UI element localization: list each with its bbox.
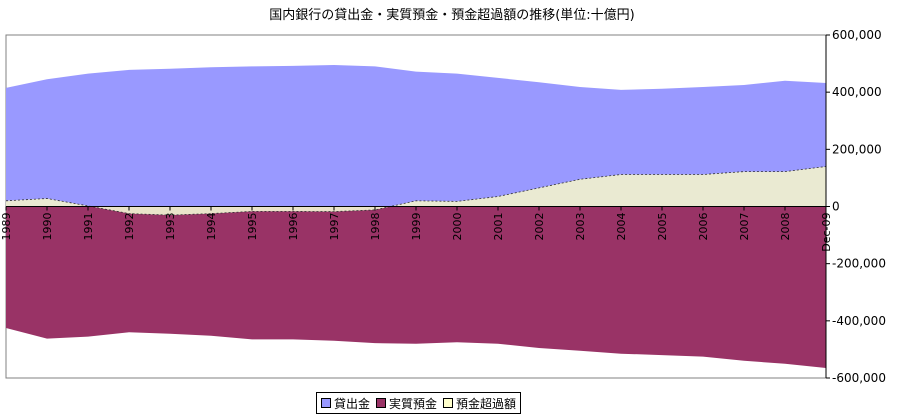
x-tick-label: 1999 [410, 213, 423, 241]
x-tick-label: 1993 [164, 213, 177, 241]
y-tick-label: -400,000 [832, 314, 886, 328]
x-tick-label: 2005 [656, 213, 669, 241]
x-tick-label: 2000 [451, 213, 464, 241]
area-excess [6, 166, 826, 216]
legend-swatch-loans [321, 398, 331, 408]
x-tick-label: 1991 [82, 213, 95, 241]
y-tick-label: 400,000 [832, 85, 882, 99]
x-tick-label: 2006 [697, 213, 710, 241]
x-tick-label: Dec-09 [820, 213, 833, 252]
x-tick-label: 1997 [328, 213, 341, 241]
y-tick-label: -600,000 [832, 371, 886, 385]
y-tick-label: -200,000 [832, 257, 886, 271]
x-tick-label: 2002 [533, 213, 546, 241]
y-tick-label: 200,000 [832, 142, 882, 156]
line-excess [5, 166, 827, 216]
legend-swatch-excess [443, 398, 454, 408]
x-tick-label: 2008 [779, 213, 792, 241]
legend-item-excess: 預金超過額 [443, 395, 516, 412]
x-tick-label: 2004 [615, 213, 628, 241]
legend-item-deposits: 実質預金 [376, 395, 437, 412]
area-deposits [6, 206, 826, 368]
x-tick-label: 2007 [738, 213, 751, 241]
x-tick-label: 1989 [0, 213, 13, 241]
legend-label-deposits: 実質預金 [389, 396, 438, 411]
area-loans [6, 65, 826, 207]
x-tick-label: 1990 [41, 213, 54, 241]
legend-swatch-deposits [376, 398, 387, 408]
y-tick-label: 0 [832, 200, 840, 214]
x-tick-label: 2001 [492, 213, 505, 241]
x-tick-label: 1995 [246, 213, 259, 241]
chart-title: 国内銀行の貸出金・実質預金・預金超過額の推移(単位:十億円) [269, 8, 635, 23]
x-tick-label: 1992 [123, 213, 136, 241]
x-tick-label: 1998 [369, 213, 382, 241]
legend-label-loans: 貸出金 [334, 396, 371, 411]
x-tick-label: 1996 [287, 213, 300, 241]
y-tick-label: 600,000 [832, 28, 882, 42]
legend: 貸出金 実質預金 預金超過額 [316, 392, 522, 414]
x-tick-label: 1994 [205, 213, 218, 241]
legend-item-loans: 貸出金 [321, 395, 370, 412]
x-tick-label: 2003 [574, 213, 587, 241]
legend-label-excess: 預金超過額 [456, 396, 517, 411]
